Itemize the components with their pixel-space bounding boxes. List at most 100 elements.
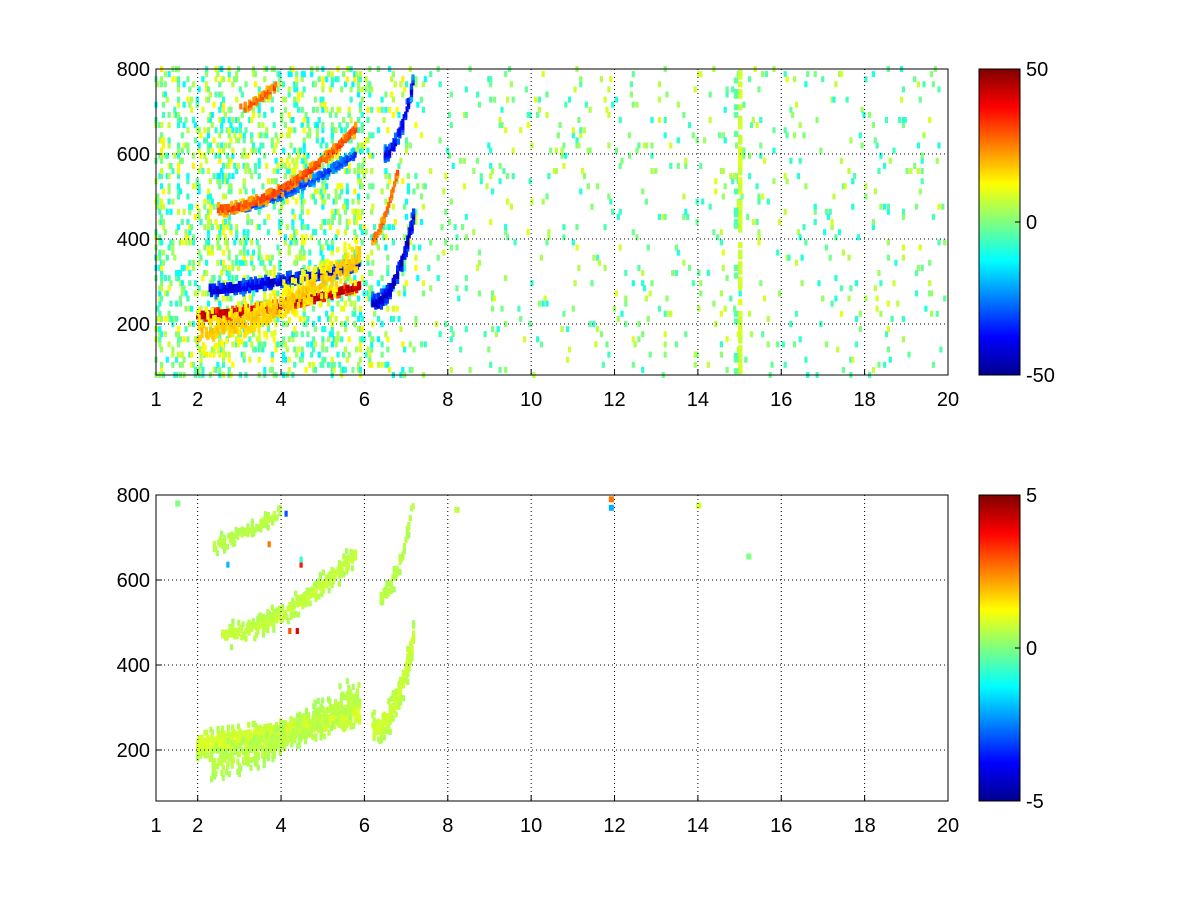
heatmap-cell [229, 229, 233, 236]
heatmap-cell [886, 254, 890, 261]
heatmap-cell [412, 244, 416, 251]
heatmap-cell [171, 168, 175, 174]
heatmap-cell [239, 103, 243, 110]
heatmap-cell [306, 117, 310, 123]
heatmap-cell [637, 264, 641, 271]
heatmap-cell [201, 350, 206, 356]
heatmap-cell [160, 152, 164, 159]
heatmap-cell [218, 536, 222, 543]
heatmap-cell [169, 300, 173, 307]
heatmap-cell [321, 346, 325, 353]
heatmap-cell [360, 208, 364, 215]
heatmap-cell [280, 616, 285, 623]
heatmap-cell [913, 76, 917, 83]
heatmap-cell [186, 173, 190, 180]
heatmap-cell [229, 295, 233, 302]
heatmap-cell [371, 183, 375, 190]
heatmap-cell [265, 132, 269, 139]
heatmap-cell [282, 81, 286, 88]
heatmap-cell [208, 219, 212, 225]
heatmap-cell [537, 96, 542, 103]
heatmap-cell [298, 315, 302, 322]
heatmap-cell [564, 101, 568, 108]
heatmap-cell [370, 341, 374, 348]
heatmap-cell [293, 234, 297, 241]
heatmap-cell [283, 122, 287, 129]
heatmap-cell [907, 351, 911, 358]
heatmap-cell [246, 249, 250, 256]
heatmap-cell [186, 76, 190, 83]
heatmap-cell [370, 249, 374, 256]
heatmap-cell [215, 747, 220, 754]
heatmap-cell [237, 771, 241, 778]
heatmap-cell [342, 366, 346, 373]
heatmap-cell [347, 106, 351, 113]
heatmap-cell [830, 224, 834, 231]
heatmap-cell [411, 74, 415, 81]
heatmap-cell [738, 88, 743, 95]
heatmap-cell [343, 229, 348, 236]
heatmap-cell [242, 356, 246, 363]
heatmap-cell [350, 254, 354, 261]
heatmap-cell [631, 336, 635, 343]
heatmap-cell [171, 198, 175, 205]
heatmap-cell [283, 729, 287, 736]
heatmap-cell [231, 259, 235, 266]
heatmap-cell [295, 290, 299, 297]
heatmap-cell [227, 321, 231, 327]
heatmap-cell [321, 171, 325, 178]
heatmap-cell [161, 137, 166, 144]
heatmap-cell [849, 137, 853, 144]
heatmap-cell [349, 278, 353, 285]
heatmap-cell [285, 198, 289, 205]
heatmap-cell [216, 239, 220, 246]
heatmap-cell [250, 254, 254, 261]
heatmap-cell [242, 259, 246, 266]
heatmap-cell [184, 239, 188, 246]
heatmap-cell [357, 699, 361, 706]
heatmap-cell [657, 81, 662, 88]
heatmap-cell [285, 346, 289, 353]
heatmap-cell [212, 346, 216, 353]
heatmap-cell [682, 213, 686, 220]
heatmap-cell [221, 774, 225, 781]
heatmap-cell [477, 290, 482, 297]
heatmap-cell [218, 178, 222, 185]
heatmap-cell [175, 315, 179, 322]
heatmap-cell [648, 351, 652, 358]
heatmap-cell [566, 356, 570, 363]
heatmap-cell [748, 310, 752, 317]
heatmap-cell [283, 162, 287, 169]
heatmap-cell [629, 81, 633, 88]
heatmap-cell [307, 293, 311, 300]
heatmap-cell [841, 183, 845, 190]
heatmap-cell [733, 356, 739, 363]
heatmap-cell [218, 91, 222, 98]
heatmap-cell [236, 723, 241, 730]
heatmap-cell [616, 315, 620, 322]
heatmap-cell [306, 224, 310, 231]
heatmap-cell [188, 270, 192, 276]
heatmap-cell [485, 183, 489, 190]
heatmap-cell [212, 366, 216, 373]
heatmap-cell [327, 162, 331, 169]
heatmap-cell [250, 341, 254, 348]
heatmap-cell [246, 213, 250, 220]
heatmap-cell [924, 305, 928, 312]
heatmap-cell [334, 193, 338, 200]
heatmap-cell [571, 305, 575, 312]
heatmap-cell [579, 76, 583, 83]
heatmap-cell [627, 152, 632, 159]
heatmap-cell [287, 86, 291, 93]
heatmap-cell [263, 341, 267, 348]
heatmap-cell [176, 101, 181, 108]
heatmap-cell [319, 724, 323, 731]
heatmap-cell [368, 361, 372, 368]
heatmap-cell [871, 122, 875, 129]
heatmap-cell [300, 254, 304, 261]
heatmap-cell [231, 280, 235, 287]
heatmap-cell [163, 315, 167, 322]
heatmap-cell [241, 621, 245, 628]
heatmap-cell [156, 254, 160, 261]
heatmap-cell [674, 341, 678, 348]
